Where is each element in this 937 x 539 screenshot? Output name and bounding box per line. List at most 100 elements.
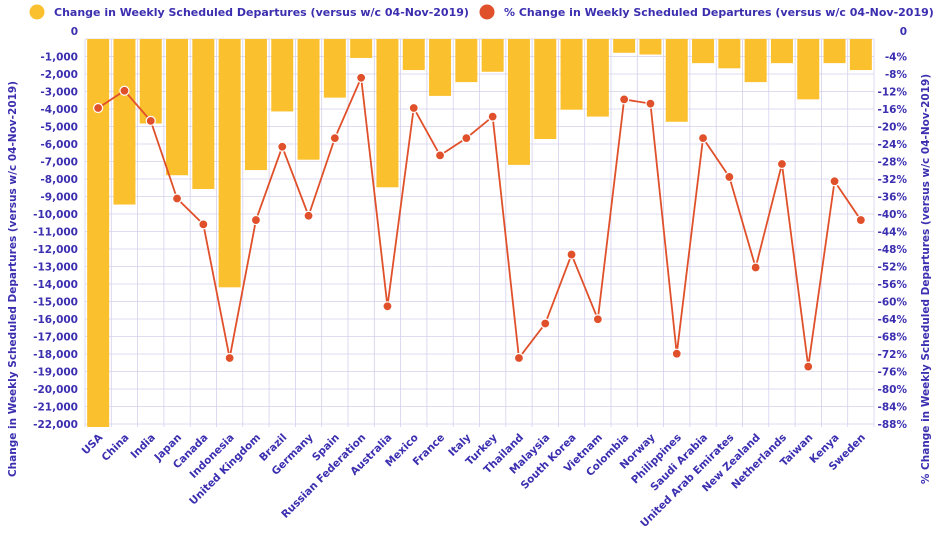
- bar-series: [87, 39, 872, 427]
- line-point: [540, 318, 551, 329]
- left-tick-label: -8,000: [40, 174, 78, 186]
- right-tick-label: -32%: [878, 174, 908, 186]
- left-tick-label: -20,000: [33, 384, 78, 396]
- line-point: [277, 141, 288, 152]
- bar: [665, 39, 688, 122]
- left-tick-label: -14,000: [33, 279, 78, 291]
- left-tick-label: -21,000: [33, 402, 78, 414]
- line-point: [171, 193, 183, 204]
- line-point: [329, 133, 340, 144]
- left-tick-label: -10,000: [33, 209, 78, 221]
- line-point: [250, 214, 262, 226]
- line-point: [697, 133, 709, 144]
- bar: [586, 39, 609, 117]
- line-point: [119, 85, 130, 96]
- line-point: [776, 158, 788, 170]
- line-point: [803, 361, 814, 372]
- line-point: [750, 262, 761, 273]
- right-tick-label: -28%: [878, 157, 908, 169]
- right-tick-label: -12%: [878, 87, 908, 99]
- line-point: [408, 102, 419, 114]
- bar: [639, 39, 662, 55]
- legend-bar-label: Change in Weekly Scheduled Departures (v…: [54, 6, 469, 19]
- right-tick-label: -40%: [878, 209, 908, 221]
- left-tick-label: -11,000: [33, 227, 78, 239]
- gridlines: [84, 38, 875, 427]
- right-tick-label: -64%: [878, 314, 908, 326]
- bar: [507, 39, 530, 165]
- left-tick-label: -22,000: [33, 419, 78, 431]
- bar: [350, 39, 373, 58]
- bar: [192, 39, 215, 190]
- line-point: [671, 348, 682, 359]
- right-tick-label: -44%: [878, 227, 908, 239]
- bar: [87, 39, 110, 427]
- bar: [718, 39, 741, 69]
- bar: [244, 39, 267, 171]
- right-tick-label: -36%: [878, 192, 908, 204]
- bar: [744, 39, 767, 83]
- line-point: [645, 98, 656, 109]
- line-point: [145, 115, 156, 127]
- bar: [770, 39, 793, 64]
- right-tick-label: -60%: [878, 297, 908, 309]
- line-point: [513, 352, 525, 364]
- left-tick-label: -19,000: [33, 367, 78, 379]
- bar: [534, 39, 557, 140]
- legend-line-marker: [479, 4, 495, 20]
- right-tick-label: -16%: [878, 104, 908, 116]
- left-tick-label: -6,000: [40, 139, 78, 151]
- line-path: [97, 74, 862, 367]
- right-tick-label: -68%: [878, 332, 908, 344]
- line-point: [356, 72, 367, 83]
- line-point: [434, 150, 446, 161]
- right-axis-ticks: 0 -4% -8% -12% -16% -20% -24% -28% -32% -36% -40% -…: [878, 26, 908, 431]
- category-label: China: [100, 432, 132, 464]
- bar: [402, 39, 425, 71]
- bar: [218, 39, 241, 288]
- legend-bar-marker: [29, 4, 45, 20]
- line-point: [619, 94, 630, 105]
- right-tick-label: -8%: [885, 69, 908, 81]
- right-tick-label: -84%: [878, 402, 908, 414]
- right-tick-label: -20%: [878, 122, 908, 134]
- left-tick-label: -16,000: [33, 314, 78, 326]
- line-point: [724, 171, 735, 183]
- left-tick-label: -2,000: [40, 69, 78, 81]
- left-tick-label: 0: [71, 26, 78, 38]
- left-tick-label: -4,000: [40, 104, 78, 116]
- line-point: [829, 176, 840, 187]
- bar: [113, 39, 136, 205]
- line-point: [93, 102, 104, 114]
- legend-line-label: % Change in Weekly Scheduled Departures …: [504, 6, 934, 19]
- right-tick-label: -72%: [878, 349, 908, 361]
- right-tick-label: -24%: [878, 139, 908, 151]
- right-tick-label: -52%: [878, 262, 908, 274]
- line-point: [198, 219, 209, 230]
- right-tick-label: -4%: [885, 52, 908, 64]
- left-tick-label: -5,000: [40, 122, 78, 134]
- line-point: [461, 133, 472, 144]
- right-tick-label: -80%: [878, 384, 908, 396]
- left-tick-label: -17,000: [33, 332, 78, 344]
- line-point: [303, 210, 314, 221]
- bar: [692, 39, 715, 64]
- bar: [455, 39, 478, 83]
- line-point: [224, 352, 235, 364]
- bar: [823, 39, 846, 64]
- left-tick-label: -7,000: [40, 157, 78, 169]
- bar: [797, 39, 820, 100]
- category-labels: USAChinaIndiaJapanCanadaIndonesiaUnited …: [80, 431, 868, 530]
- right-tick-label: -56%: [878, 279, 908, 291]
- bar: [429, 39, 452, 96]
- left-tick-label: -9,000: [40, 192, 78, 204]
- right-axis-title: % Change in Weekly Scheduled Departures …: [920, 74, 932, 484]
- right-tick-label: -76%: [878, 367, 908, 379]
- bar: [481, 39, 504, 72]
- left-axis-ticks: 0 -1,000 -2,000 -3,000 -4,000 -5,000 -6,000 -7,…: [33, 26, 78, 431]
- left-tick-label: -15,000: [33, 297, 78, 309]
- bar: [323, 39, 346, 98]
- right-tick-label: -88%: [878, 419, 908, 431]
- right-tick-label: 0: [900, 26, 907, 38]
